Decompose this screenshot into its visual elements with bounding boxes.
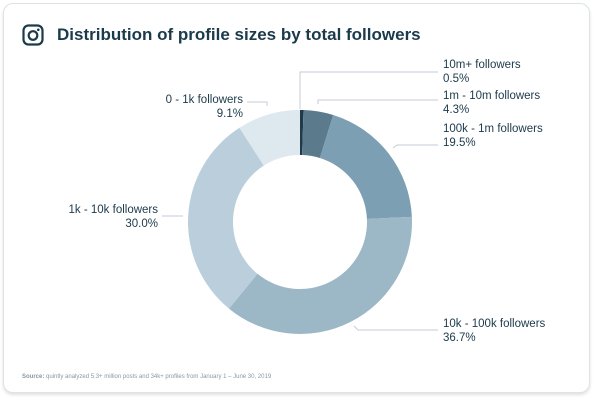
slice-100k-1m-followers xyxy=(319,115,412,219)
label-1k-10k: 1k - 10k followers 30.0% xyxy=(69,203,158,231)
leader-line xyxy=(353,325,438,331)
label-100k-1m: 100k - 1m followers 19.5% xyxy=(443,122,543,150)
slice-1k-10k-followers xyxy=(187,127,264,309)
leader-line xyxy=(299,71,438,109)
label-1m-10m: 1m - 10m followers 4.3% xyxy=(443,89,540,117)
leader-line xyxy=(317,99,438,104)
label-0-1k: 0 - 1k followers 9.1% xyxy=(166,93,243,121)
source-label: Source: xyxy=(22,374,45,380)
leader-line xyxy=(392,144,438,149)
category-label: 10k - 100k followers xyxy=(443,318,546,330)
leader-line xyxy=(247,101,268,106)
label-10k-100k: 10k - 100k followers 36.7% xyxy=(443,317,545,345)
category-label: 0 - 1k followers xyxy=(165,94,243,106)
category-label: 100k - 1m followers xyxy=(443,123,543,135)
label-10m-plus: 10m+ followers 0.5% xyxy=(443,58,521,86)
source-text: quintly analyzed 5.3+ million posts and … xyxy=(46,374,272,380)
category-label: 10m+ followers xyxy=(443,59,521,71)
source-note: Source: quintly analyzed 5.3+ million po… xyxy=(22,374,271,380)
slice-10k-100k-followers xyxy=(228,216,412,334)
value-label: 9.1% xyxy=(216,108,243,120)
value-label: 30.0% xyxy=(125,218,158,230)
category-label: 1m - 10m followers xyxy=(443,90,541,102)
slice-0-1k-followers xyxy=(239,110,300,166)
slice-10m-followers xyxy=(300,110,304,156)
value-label: 4.3% xyxy=(443,104,470,116)
slice-1m-10m-followers xyxy=(302,110,334,159)
value-label: 0.5% xyxy=(443,73,470,85)
chart-title: Distribution of profile sizes by total f… xyxy=(57,25,421,44)
value-label: 36.7% xyxy=(443,332,476,344)
instagram-icon xyxy=(22,24,44,46)
category-label: 1k - 10k followers xyxy=(68,204,158,216)
value-label: 19.5% xyxy=(443,137,476,149)
